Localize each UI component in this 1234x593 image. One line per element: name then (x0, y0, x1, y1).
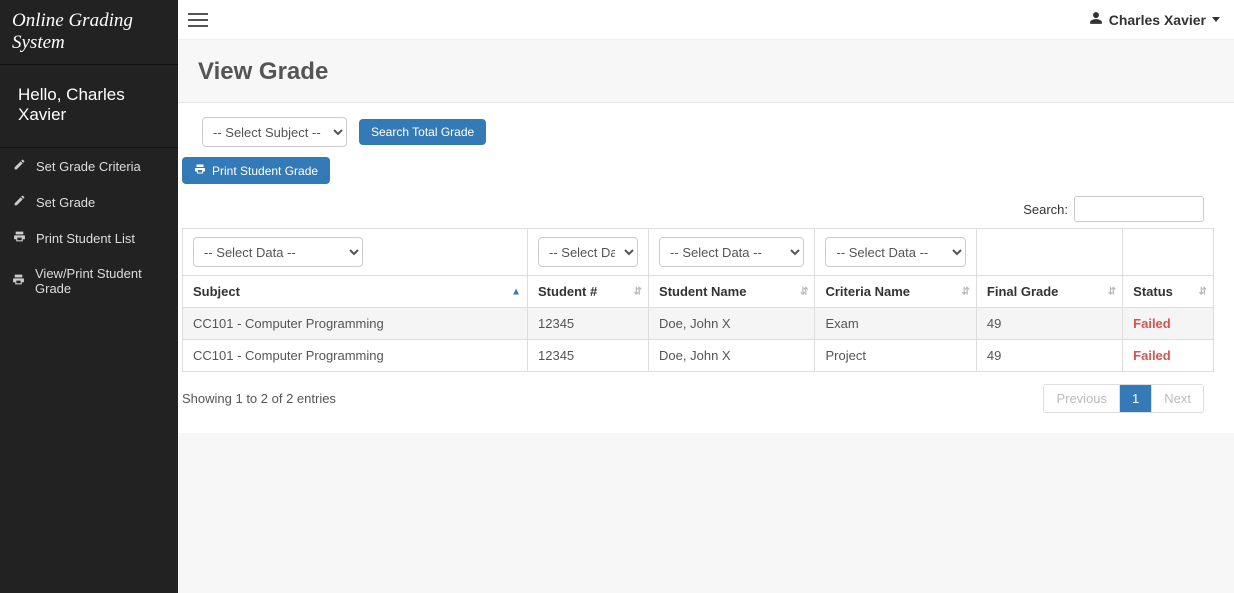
search-input[interactable] (1074, 196, 1204, 222)
column-header-student_name[interactable]: Student Name ⇵ (649, 276, 815, 308)
caret-down-icon (1212, 17, 1220, 22)
sort-asc-icon: ▲ (511, 286, 521, 297)
column-header-label: Subject (193, 284, 240, 299)
filter-student_name-select[interactable]: -- Select Data -- (659, 237, 804, 267)
column-header-status[interactable]: Status ⇵ (1123, 276, 1214, 308)
page-title: View Grade (178, 40, 1234, 102)
status-badge: Failed (1133, 348, 1171, 363)
print-student-grade-label: Print Student Grade (212, 164, 318, 178)
column-header-final_grade[interactable]: Final Grade ⇵ (976, 276, 1122, 308)
sidebar: Online Grading System Hello, Charles Xav… (0, 0, 178, 593)
column-header-label: Student # (538, 284, 597, 299)
sidebar-item-view-print-student-grade[interactable]: View/Print Student Grade (0, 256, 178, 306)
column-header-label: Criteria Name (825, 284, 910, 299)
column-header-criteria[interactable]: Criteria Name ⇵ (815, 276, 976, 308)
column-header-label: Student Name (659, 284, 746, 299)
edit-icon (12, 194, 26, 210)
filter-criteria-select[interactable]: -- Select Data -- (825, 237, 965, 267)
print-icon (12, 230, 26, 246)
search-label: Search: (1023, 202, 1068, 217)
table-footer: Showing 1 to 2 of 2 entries Previous 1 N… (178, 372, 1214, 413)
sidebar-item-label: Set Grade Criteria (36, 159, 141, 174)
table-filter-row: -- Select Data -- -- Select Data -- -- Sel… (183, 229, 1214, 276)
cell-student_name: Doe, John X (649, 340, 815, 372)
sort-icon: ⇵ (800, 286, 808, 297)
main-area: Charles Xavier View Grade -- Select Subj… (178, 0, 1234, 593)
search-total-grade-button[interactable]: Search Total Grade (359, 119, 486, 145)
sidebar-item-label: Set Grade (36, 195, 95, 210)
sort-icon: ⇵ (634, 286, 642, 297)
sidebar-nav: Set Grade Criteria Set Grade Print Student… (0, 148, 178, 306)
status-badge: Failed (1133, 316, 1171, 331)
cell-student_no: 12345 (528, 308, 649, 340)
user-icon (1089, 11, 1103, 28)
pagination-page-1[interactable]: 1 (1119, 385, 1151, 412)
cell-final_grade: 49 (976, 308, 1122, 340)
table-row: CC101 - Computer Programming12345Doe, Jo… (183, 340, 1214, 372)
sidebar-item-label: Print Student List (36, 231, 135, 246)
sort-icon: ⇵ (1199, 286, 1207, 297)
print-toolbar: Print Student Grade (178, 157, 1214, 184)
sidebar-item-set-grade-criteria[interactable]: Set Grade Criteria (0, 148, 178, 184)
table-body: CC101 - Computer Programming12345Doe, Jo… (183, 308, 1214, 372)
sidebar-item-set-grade[interactable]: Set Grade (0, 184, 178, 220)
user-menu[interactable]: Charles Xavier (1089, 11, 1220, 28)
cell-criteria: Exam (815, 308, 976, 340)
content: View Grade -- Select Subject -- Search T… (178, 40, 1234, 593)
edit-icon (12, 158, 26, 174)
topbar: Charles Xavier (178, 0, 1234, 40)
column-header-label: Final Grade (987, 284, 1059, 299)
sidebar-item-print-student-list[interactable]: Print Student List (0, 220, 178, 256)
user-name-label: Charles Xavier (1109, 12, 1206, 28)
grades-table: -- Select Data -- -- Select Data -- -- Sel… (182, 228, 1214, 372)
cell-subject: CC101 - Computer Programming (183, 308, 528, 340)
panel: -- Select Subject -- Search Total Grade … (178, 102, 1234, 433)
table-header-row: Subject▲Student #⇵Student Name⇵Criteria … (183, 276, 1214, 308)
greeting-text: Hello, Charles Xavier (0, 65, 178, 148)
print-icon (194, 163, 206, 178)
filter-student_no-select[interactable]: -- Select Data -- (538, 237, 638, 267)
print-icon (12, 273, 25, 289)
print-student-grade-button[interactable]: Print Student Grade (182, 157, 330, 184)
cell-final_grade: 49 (976, 340, 1122, 372)
cell-student_name: Doe, John X (649, 308, 815, 340)
cell-subject: CC101 - Computer Programming (183, 340, 528, 372)
pagination-previous[interactable]: Previous (1044, 385, 1119, 412)
column-header-student_no[interactable]: Student # ⇵ (528, 276, 649, 308)
sidebar-item-label: View/Print Student Grade (35, 266, 166, 296)
filter-subject-select[interactable]: -- Select Data -- (193, 237, 363, 267)
column-header-subject[interactable]: Subject ▲ (183, 276, 528, 308)
app-brand: Online Grading System (0, 0, 178, 65)
cell-student_no: 12345 (528, 340, 649, 372)
pagination: Previous 1 Next (1043, 384, 1204, 413)
cell-status: Failed (1123, 340, 1214, 372)
entries-info: Showing 1 to 2 of 2 entries (182, 391, 336, 406)
search-row: Search: (178, 196, 1214, 222)
column-header-label: Status (1133, 284, 1173, 299)
sort-icon: ⇵ (1108, 286, 1116, 297)
cell-status: Failed (1123, 308, 1214, 340)
sort-icon: ⇵ (962, 286, 970, 297)
cell-criteria: Project (815, 340, 976, 372)
table-row: CC101 - Computer Programming12345Doe, Jo… (183, 308, 1214, 340)
subject-select[interactable]: -- Select Subject -- (202, 117, 347, 147)
pagination-next[interactable]: Next (1151, 385, 1203, 412)
menu-toggle-icon[interactable] (188, 9, 210, 31)
subject-toolbar: -- Select Subject -- Search Total Grade (178, 117, 1214, 147)
